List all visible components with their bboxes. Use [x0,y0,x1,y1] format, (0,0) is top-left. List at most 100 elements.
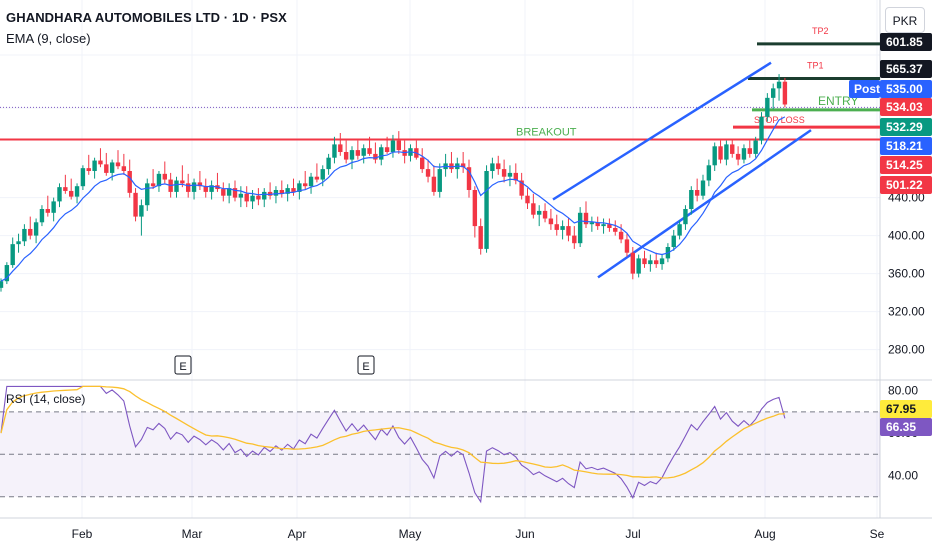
candle [384,136,390,154]
candle [466,159,472,198]
candle-body [74,186,80,197]
candle-body [396,140,401,151]
candle [542,203,548,223]
post-tag [849,80,880,98]
candle [677,220,682,240]
candle [16,233,21,253]
candle [349,146,355,170]
candle [449,152,454,173]
candle [332,136,337,164]
candle-body [115,162,121,167]
grid-lines [0,0,880,518]
candle [133,188,138,222]
candle-body [689,190,694,209]
candle-body [624,239,630,253]
candle-body [10,244,15,266]
candle [197,171,203,190]
candle-body [28,228,33,236]
candle-body [636,258,641,274]
candle [577,207,583,247]
candle-body [706,165,712,181]
candle-body [297,183,302,192]
candle [33,218,39,244]
candle [776,74,782,101]
candle [730,138,735,158]
candle-body [256,195,261,200]
candle [724,140,729,166]
candle-body [156,173,162,187]
candle-body [92,160,97,171]
price-tag [880,137,932,155]
candle [45,195,50,217]
candle-body [51,201,56,213]
candle [150,169,156,190]
candle-body [525,195,530,204]
price-axis-tick: 440.00 [888,191,925,205]
candle-body [513,172,518,181]
candle [630,247,635,280]
candle-body [308,176,314,187]
candle [735,146,741,166]
candle [174,176,179,198]
candle-body [560,226,565,230]
rsi-indicator-label[interactable]: RSI (14, close) [6,392,86,406]
candle-body [425,169,431,177]
candle-body [326,157,331,170]
candle [601,218,606,234]
symbol-title: GHANDHARA AUTOMOBILES LTD · 1D · PSX [6,10,287,25]
candle [636,254,641,278]
candle [180,165,185,188]
candle-body [33,222,39,236]
candle [303,171,308,190]
time-axis-label: Feb [72,527,93,541]
candle [267,182,273,200]
candle [139,199,144,236]
candle-body [694,190,700,196]
candle-body [472,190,478,227]
channel-upper-line [552,61,772,201]
candle [478,218,483,255]
candle [700,174,706,200]
currency-button[interactable]: PKR [885,7,925,33]
candle [256,188,261,206]
candle-body [338,144,343,152]
candle-body [771,88,776,98]
candle [460,152,466,173]
earnings-marker [357,355,375,375]
candle-body [677,224,682,236]
candle-body [554,224,559,230]
candle-body [683,209,688,225]
candle-body [39,209,45,223]
candle-body [548,218,554,225]
candle-body [449,163,454,170]
earnings-marker-label: E [362,361,369,373]
candle [51,197,56,222]
post-tag-label: Post [854,82,880,96]
price-tag-value: 565.37 [886,62,923,76]
candle [607,218,612,232]
rsi-panel [0,385,880,504]
candle-body [139,205,144,217]
candle [343,140,349,164]
price-tag [880,118,932,136]
candle [28,216,33,240]
candle-body [753,140,758,154]
candle [203,178,208,198]
candle-body [145,183,150,206]
candle-body [367,148,372,154]
earnings-marker-label: E [179,361,186,373]
candle-body [747,148,752,154]
ema-indicator-label[interactable]: EMA (9, close) [6,31,91,46]
candle [279,180,284,198]
price-axis-tick: 280.00 [888,343,925,357]
rsi-axis-tick: 40.00 [888,469,918,483]
candle [496,155,501,175]
rsi-tag [880,400,932,418]
candle [648,254,653,272]
candle-body [782,81,788,105]
candle-body [162,173,167,180]
candle-body [121,166,127,171]
price-tag-value: 514.25 [886,158,923,172]
